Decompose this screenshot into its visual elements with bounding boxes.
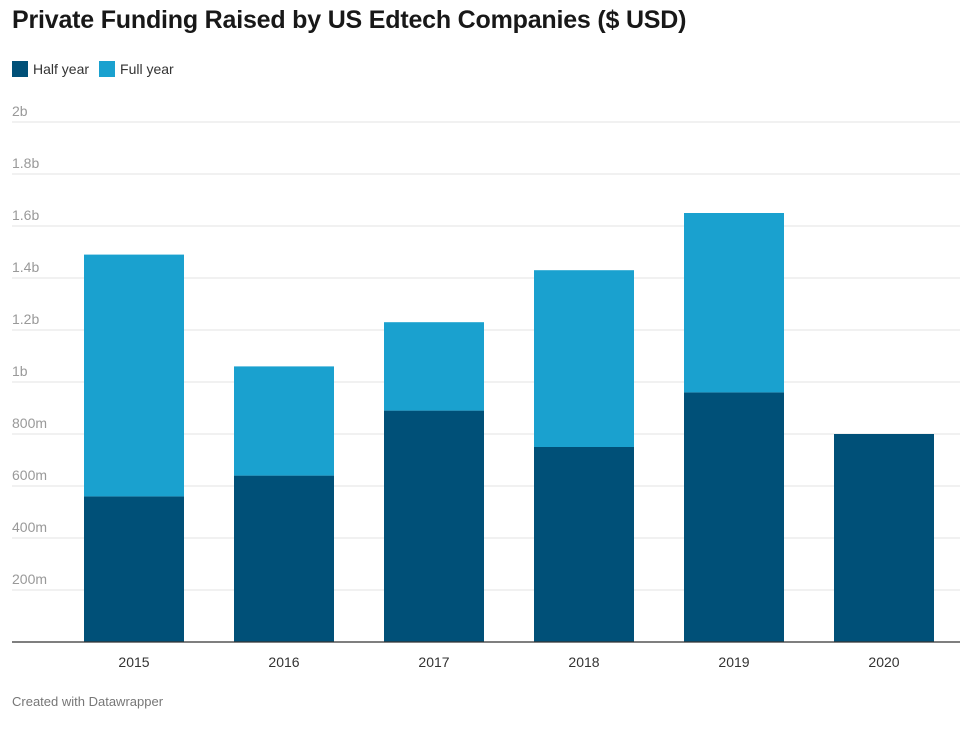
legend-label-full-year: Full year: [120, 61, 174, 77]
x-tick-label: 2016: [268, 654, 299, 670]
x-tick-label: 2017: [418, 654, 449, 670]
y-tick-label: 400m: [12, 519, 47, 535]
bar-half-year-2020: [834, 434, 934, 642]
bar-half-year-2016: [234, 475, 334, 642]
y-tick-label: 800m: [12, 415, 47, 431]
bar-half-year-2019: [684, 392, 784, 642]
y-tick-label: 1.8b: [12, 155, 39, 171]
bar-full-year-2018: [534, 270, 634, 447]
legend-item-full-year: Full year: [99, 61, 174, 77]
y-tick-label: 1.6b: [12, 207, 39, 223]
y-tick-label: 600m: [12, 467, 47, 483]
x-tick-label: 2019: [718, 654, 749, 670]
legend-label-half-year: Half year: [33, 61, 90, 77]
footer-credit: Created with Datawrapper: [12, 694, 164, 709]
bar-full-year-2019: [684, 213, 784, 393]
legend-swatch-half-year: [12, 61, 28, 77]
legend-swatch-full-year: [99, 61, 116, 77]
bar-full-year-2017: [384, 322, 484, 411]
legend-item-half-year: Half year: [12, 61, 89, 77]
bar-full-year-2016: [234, 366, 334, 476]
y-tick-label: 1b: [12, 363, 28, 379]
y-tick-label: 1.4b: [12, 259, 39, 275]
chart-legend: Half year Full year: [12, 61, 174, 77]
y-tick-label: 1.2b: [12, 311, 39, 327]
bar-half-year-2015: [84, 496, 184, 642]
y-tick-label: 2b: [12, 103, 28, 119]
x-tick-label: 2020: [868, 654, 899, 670]
y-tick-label: 200m: [12, 571, 47, 587]
x-tick-label: 2015: [118, 654, 149, 670]
x-tick-label: 2018: [568, 654, 599, 670]
bar-full-year-2015: [84, 254, 184, 497]
chart-title: Private Funding Raised by US Edtech Comp…: [12, 6, 687, 34]
bar-half-year-2017: [384, 410, 484, 642]
bar-half-year-2018: [534, 447, 634, 642]
